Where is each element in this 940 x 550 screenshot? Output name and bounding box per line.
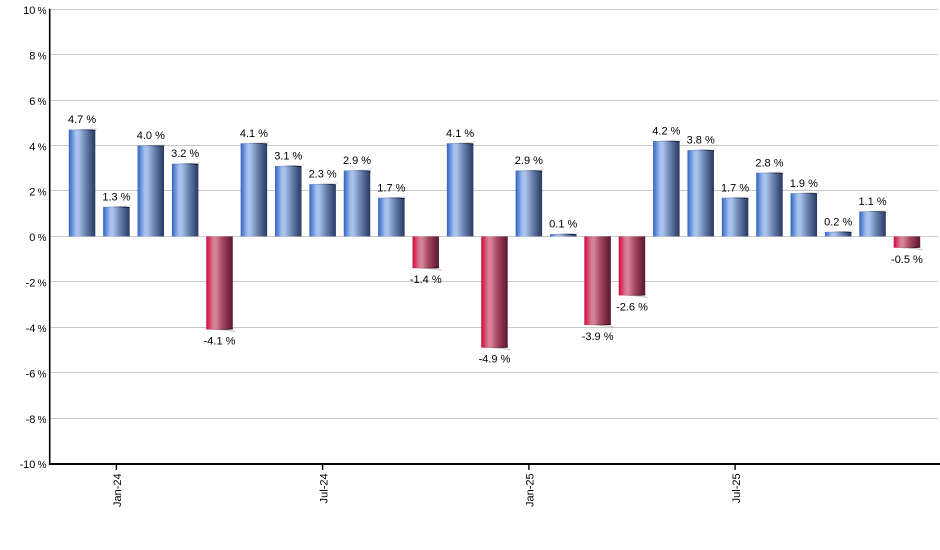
svg-text:-2.6 %: -2.6 % bbox=[616, 301, 648, 313]
svg-text:2.8 %: 2.8 % bbox=[755, 157, 783, 169]
svg-text:3.2 %: 3.2 % bbox=[171, 148, 199, 160]
svg-text:-1.4 %: -1.4 % bbox=[410, 274, 442, 286]
svg-text:4.2 %: 4.2 % bbox=[652, 126, 680, 138]
svg-text:1.7 %: 1.7 % bbox=[377, 182, 405, 194]
svg-text:-0.5 %: -0.5 % bbox=[891, 254, 923, 266]
svg-text:4%: 4% bbox=[29, 141, 46, 153]
svg-text:-4.1 %: -4.1 % bbox=[204, 336, 236, 348]
svg-text:3.8 %: 3.8 % bbox=[687, 135, 715, 147]
svg-text:8%: 8% bbox=[29, 50, 46, 62]
svg-text:1.1 %: 1.1 % bbox=[858, 196, 886, 208]
svg-text:0.2 %: 0.2 % bbox=[824, 216, 852, 228]
svg-text:2.9 %: 2.9 % bbox=[515, 155, 543, 167]
svg-text:1.7 %: 1.7 % bbox=[721, 182, 749, 194]
svg-text:Jul-24: Jul-24 bbox=[318, 473, 330, 503]
svg-text:6%: 6% bbox=[29, 96, 46, 108]
svg-text:3.1 %: 3.1 % bbox=[274, 151, 302, 163]
svg-text:0%: 0% bbox=[29, 232, 46, 244]
svg-text:1.3 %: 1.3 % bbox=[102, 191, 130, 203]
svg-text:Jan-24: Jan-24 bbox=[112, 473, 124, 507]
svg-text:-10%: -10% bbox=[19, 459, 46, 471]
svg-text:4.0 %: 4.0 % bbox=[137, 130, 165, 142]
svg-text:2%: 2% bbox=[29, 187, 46, 199]
svg-text:0.1 %: 0.1 % bbox=[549, 219, 577, 231]
svg-text:-4.9 %: -4.9 % bbox=[479, 354, 511, 366]
svg-text:4.7 %: 4.7 % bbox=[68, 114, 96, 126]
svg-text:4.1 %: 4.1 % bbox=[446, 128, 474, 140]
svg-text:Jan-25: Jan-25 bbox=[525, 473, 537, 507]
svg-text:2.9 %: 2.9 % bbox=[343, 155, 371, 167]
svg-text:4.1 %: 4.1 % bbox=[240, 128, 268, 140]
svg-text:1.9 %: 1.9 % bbox=[790, 178, 818, 190]
svg-text:Jul-25: Jul-25 bbox=[731, 473, 743, 503]
svg-text:10%: 10% bbox=[23, 5, 46, 17]
svg-text:2.3 %: 2.3 % bbox=[309, 169, 337, 181]
svg-text:-3.9 %: -3.9 % bbox=[582, 331, 614, 343]
